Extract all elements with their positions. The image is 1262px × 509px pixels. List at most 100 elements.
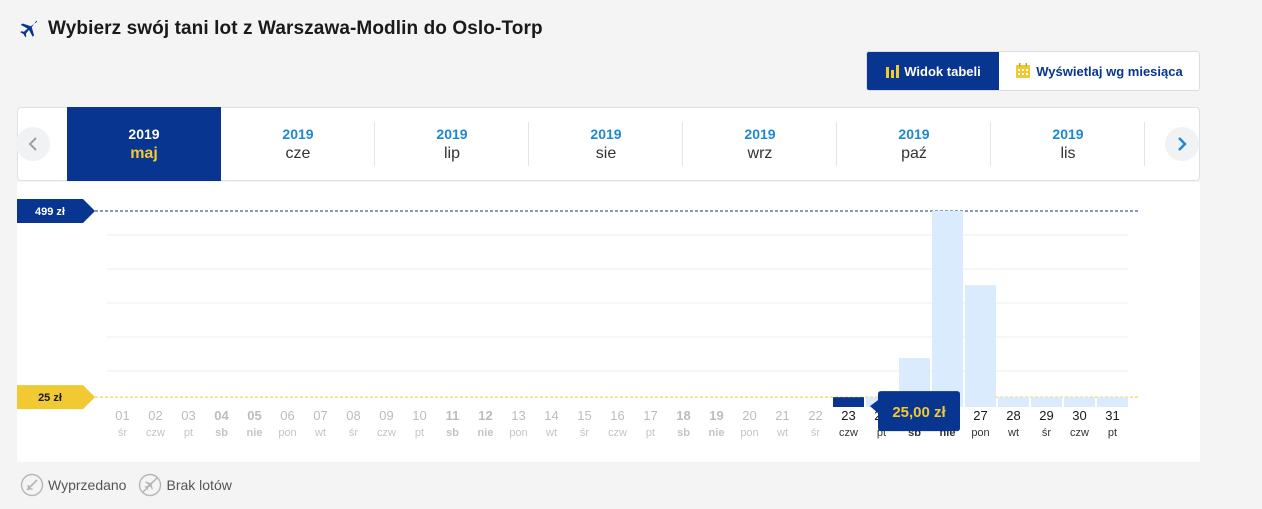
- month-divider: [990, 122, 991, 166]
- max-price-label: 499 zł: [35, 206, 65, 218]
- day-number: 28: [1006, 408, 1020, 423]
- month-year: 2019: [128, 125, 160, 142]
- month-name: paź: [901, 144, 927, 162]
- bar-chart-icon: [886, 65, 900, 78]
- month-name: sie: [595, 144, 617, 162]
- day-weekday: śr: [349, 427, 359, 439]
- legend-sold-out-label: Wyprzedano: [48, 477, 127, 493]
- day-number: 15: [577, 408, 591, 423]
- page-title: Wybierz swój tani lot z Warszawa-Modlin …: [48, 18, 543, 39]
- day-number: 23: [841, 408, 855, 423]
- month-view-button[interactable]: Wyświetlaj wg miesiąca: [999, 52, 1199, 90]
- month-view-label: Wyświetlaj wg miesiąca: [1036, 63, 1183, 79]
- month-year: 2019: [1052, 125, 1084, 142]
- month-year: 2019: [436, 125, 468, 142]
- day-number: 22: [808, 408, 822, 423]
- day-number: 06: [280, 408, 294, 423]
- day-number: 05: [247, 408, 261, 423]
- day-weekday: pon: [740, 427, 758, 439]
- month-tab-paz[interactable]: 2019 paź: [837, 108, 991, 180]
- month-name: wrz: [747, 144, 773, 162]
- day-weekday: śr: [811, 427, 821, 439]
- month-divider: [1144, 122, 1145, 166]
- day-weekday: czw: [1070, 427, 1089, 439]
- day-weekday: wt: [545, 427, 557, 439]
- day-weekday: nie: [247, 427, 263, 439]
- view-toggle: Widok tabeli Wyświetlaj wg miesiąca: [866, 51, 1200, 91]
- day-weekday: śr: [580, 427, 590, 439]
- day-weekday: wt: [314, 427, 326, 439]
- day-number: 20: [742, 408, 756, 423]
- plane-icon: [20, 20, 38, 38]
- month-year: 2019: [282, 125, 314, 142]
- fare-bar-27[interactable]: [965, 285, 996, 407]
- day-number: 11: [446, 408, 460, 423]
- price-tooltip: [870, 391, 960, 432]
- fare-bar-31[interactable]: [1097, 397, 1128, 407]
- fare-bar-29[interactable]: [1031, 397, 1062, 407]
- next-month-button[interactable]: [1165, 127, 1199, 161]
- day-weekday: pt: [646, 427, 655, 439]
- day-weekday: śr: [118, 427, 128, 439]
- month-year: 2019: [590, 125, 622, 142]
- day-weekday: czw: [608, 427, 627, 439]
- day-weekday: pt: [877, 427, 886, 439]
- month-tab-lip[interactable]: 2019 lip: [375, 108, 529, 180]
- day-number: 16: [610, 408, 624, 423]
- month-name: lip: [443, 144, 460, 162]
- legend-sold-out: Wyprzedano: [20, 473, 126, 497]
- day-number: 31: [1105, 408, 1119, 423]
- day-number: 04: [214, 408, 229, 423]
- day-number: 13: [511, 408, 525, 423]
- month-divider: [682, 122, 683, 166]
- month-divider: [836, 122, 837, 166]
- price-tooltip-label: 25,00 zł: [892, 404, 946, 421]
- day-number: 07: [313, 408, 327, 423]
- month-name: maj: [130, 144, 158, 162]
- previous-month-button[interactable]: [16, 127, 50, 161]
- day-number: 14: [544, 408, 558, 423]
- day-weekday: wt: [1007, 427, 1019, 439]
- day-weekday: nie: [478, 427, 494, 439]
- table-view-label: Widok tabeli: [904, 63, 981, 79]
- sold-out-icon: [20, 473, 44, 497]
- chevron-left-icon: [28, 137, 37, 151]
- day-number: 17: [643, 408, 657, 423]
- legend-no-flights-label: Brak lotów: [166, 477, 232, 493]
- day-weekday: pt: [415, 427, 424, 439]
- month-tab-lis[interactable]: 2019 lis: [991, 108, 1145, 180]
- day-weekday: czw: [839, 427, 858, 439]
- day-weekday: pon: [971, 427, 989, 439]
- month-selector: 2019 maj 2019 cze 2019 lip 2019 sie 2019…: [16, 107, 1200, 181]
- day-number: 10: [412, 408, 426, 423]
- day-number: 02: [148, 408, 162, 423]
- legend-no-flights: Brak lotów: [138, 473, 232, 497]
- day-number: 08: [346, 408, 360, 423]
- fare-chart: 499 zł 25 zł 01 śr 02 czw 03 pt 04 sb 05 nie 06 pon 07…: [17, 199, 1139, 439]
- day-weekday: czw: [377, 427, 396, 439]
- chart-legend: Wyprzedano Brak lotów: [20, 473, 244, 497]
- calendar-icon: [1016, 63, 1031, 78]
- day-weekday: śr: [1042, 427, 1052, 439]
- day-weekday: czw: [146, 427, 165, 439]
- day-weekday: pon: [509, 427, 527, 439]
- day-number: 09: [379, 408, 393, 423]
- fare-bar-26[interactable]: [932, 211, 963, 407]
- day-number: 01: [115, 408, 129, 423]
- month-tab-maj[interactable]: 2019 maj: [67, 107, 221, 181]
- day-weekday: nie: [709, 427, 725, 439]
- table-view-button[interactable]: Widok tabeli: [867, 52, 999, 90]
- day-number: 03: [181, 408, 195, 423]
- month-divider: [528, 122, 529, 166]
- month-tab-cze[interactable]: 2019 cze: [221, 108, 375, 180]
- fare-bar-28[interactable]: [998, 397, 1029, 407]
- month-tab-sie[interactable]: 2019 sie: [529, 108, 683, 180]
- fare-bar-30[interactable]: [1064, 397, 1095, 407]
- day-weekday: sb: [446, 427, 459, 439]
- month-tab-wrz[interactable]: 2019 wrz: [683, 108, 837, 180]
- min-price-label: 25 zł: [38, 392, 62, 404]
- no-flights-icon: [139, 473, 162, 497]
- fare-bar-23[interactable]: [833, 397, 864, 407]
- day-number: 30: [1072, 408, 1086, 423]
- fare-chart-card: 499 zł 25 zł 01 śr 02 czw 03 pt 04 sb 05 nie 06 pon 07…: [17, 182, 1200, 462]
